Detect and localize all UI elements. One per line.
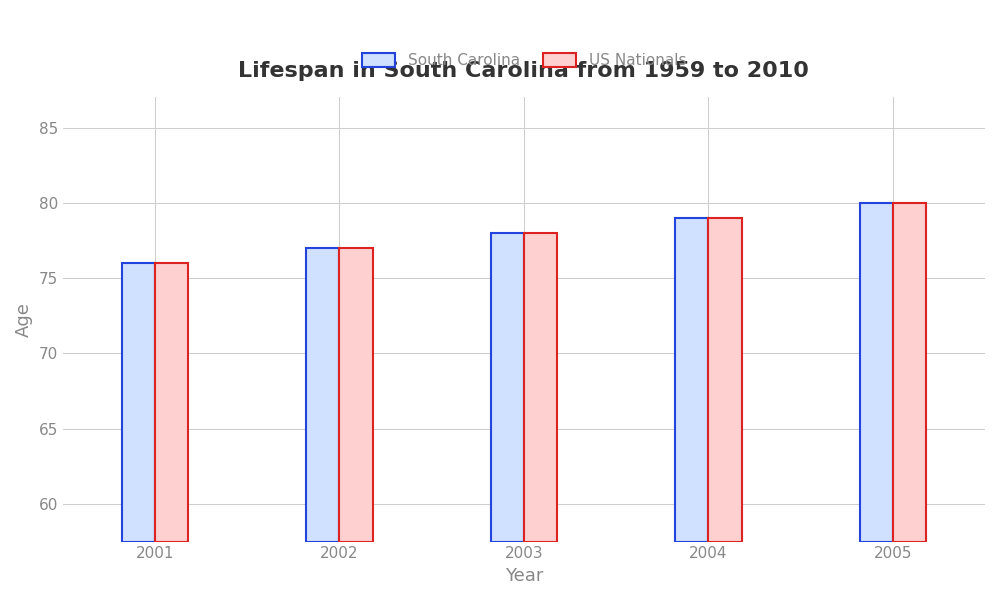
- Bar: [524, 233, 557, 542]
- X-axis label: Year: Year: [505, 567, 543, 585]
- Legend: South Carolina, US Nationals: South Carolina, US Nationals: [356, 47, 692, 74]
- Bar: [339, 248, 373, 542]
- Y-axis label: Age: Age: [15, 302, 33, 337]
- Bar: [491, 233, 524, 542]
- Bar: [122, 263, 155, 542]
- Bar: [893, 203, 926, 542]
- Title: Lifespan in South Carolina from 1959 to 2010: Lifespan in South Carolina from 1959 to …: [238, 61, 809, 80]
- Bar: [860, 203, 893, 542]
- Bar: [675, 218, 708, 542]
- Bar: [155, 263, 188, 542]
- Bar: [306, 248, 339, 542]
- Bar: [708, 218, 742, 542]
